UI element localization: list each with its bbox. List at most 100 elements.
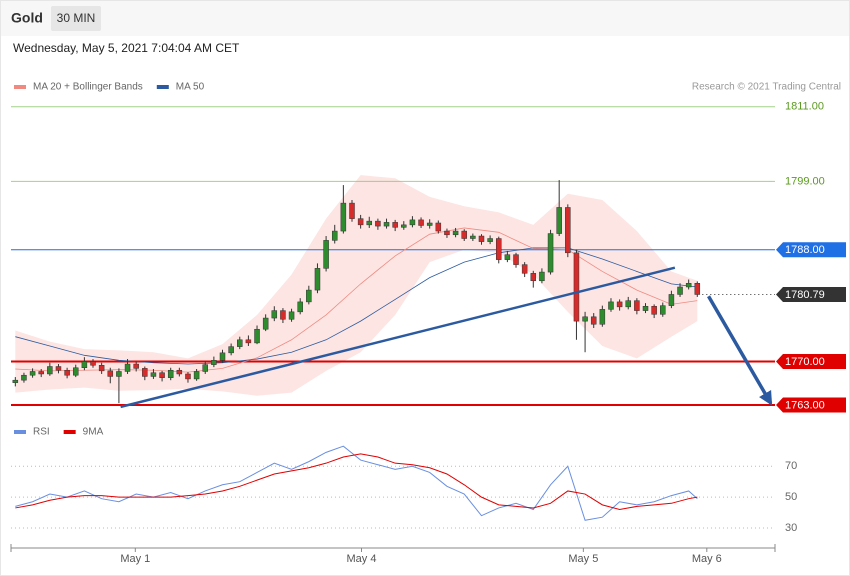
legend-label: 9MA: [83, 427, 104, 438]
candle-body: [306, 289, 312, 303]
level-label: 1788.00: [785, 244, 825, 256]
candle-body: [323, 240, 329, 269]
candle-body: [107, 370, 114, 377]
candle-body: [642, 305, 649, 311]
candle-body: [167, 369, 174, 378]
candle-body: [29, 371, 36, 376]
candle-body: [444, 230, 450, 236]
interval-badge[interactable]: [51, 6, 101, 31]
candle-body: [81, 361, 88, 369]
legend-swatch: [14, 85, 26, 89]
candle-body: [461, 230, 467, 239]
candle-body: [694, 283, 701, 295]
candle-body: [314, 268, 321, 291]
candle-body: [245, 339, 252, 344]
x-tick-label: May 1: [120, 553, 150, 565]
candle-body: [677, 286, 683, 295]
candle-body: [487, 238, 493, 242]
candle-body: [590, 316, 597, 325]
y-tick-label: 30: [785, 522, 797, 534]
header-bar: [1, 1, 849, 36]
candle-body: [599, 309, 606, 325]
candle-body: [357, 218, 364, 226]
level-label: 1811.00: [785, 101, 824, 113]
trendline: [120, 266, 676, 409]
level-label: 1763.00: [785, 399, 825, 411]
candle-body: [21, 374, 27, 381]
candle-body: [409, 219, 416, 226]
candle-body: [539, 271, 545, 282]
ma-line: [15, 247, 698, 365]
candle-body: [660, 305, 666, 315]
legend-swatch: [14, 430, 26, 434]
interval-label[interactable]: 30 MIN: [57, 11, 96, 25]
candle-body: [582, 316, 588, 322]
candle-body: [38, 371, 44, 375]
candle-body: [556, 207, 562, 234]
candle-body: [521, 264, 528, 274]
candle-body: [159, 372, 165, 378]
candle-body: [176, 369, 183, 375]
candle-body: [418, 219, 424, 226]
candle-body: [124, 363, 131, 372]
legend-swatch: [156, 85, 169, 89]
level-tag: [776, 287, 846, 302]
timestamp: Wednesday, May 5, 2021 7:04:04 AM CET: [13, 41, 240, 55]
candle-body: [401, 224, 407, 228]
candle-body: [150, 372, 157, 377]
candle-body: [331, 230, 338, 241]
legend-label: MA 20 + Bollinger Bands: [33, 82, 143, 93]
candle-body: [452, 230, 459, 236]
candle-body: [685, 283, 692, 288]
legend-label: RSI: [33, 427, 50, 438]
candle-body: [470, 235, 476, 239]
candle-body: [668, 294, 675, 306]
candle-body: [55, 366, 62, 371]
candle-body: [98, 365, 105, 372]
candle-body: [383, 222, 390, 227]
indicator-line: [15, 453, 698, 511]
candle-body: [608, 301, 614, 310]
candle-body: [12, 379, 19, 383]
indicator-line: [15, 445, 698, 521]
candle-body: [340, 202, 347, 232]
credit: Research © 2021 Trading Central: [692, 82, 841, 93]
candle-body: [435, 222, 442, 232]
level-label: 1780.79: [785, 289, 825, 301]
candle-body: [72, 367, 79, 376]
candle-body: [573, 252, 580, 322]
candle-body: [530, 273, 537, 282]
y-tick-label: 70: [785, 460, 797, 472]
y-tick-label: 50: [785, 491, 797, 503]
candle-body: [262, 317, 269, 330]
candle-body: [496, 238, 502, 260]
candle-body: [504, 254, 511, 260]
candle-body: [142, 368, 148, 377]
candle-body: [47, 366, 53, 375]
bollinger-band: [15, 175, 698, 396]
candle-body: [565, 207, 571, 254]
x-tick-label: May 5: [568, 553, 598, 565]
candle-body: [547, 233, 554, 273]
level-tag: [776, 242, 846, 258]
candle-body: [366, 220, 373, 226]
candle-body: [202, 364, 208, 372]
candle-body: [193, 371, 200, 380]
candle-body: [219, 352, 226, 361]
candle-body: [116, 371, 122, 377]
x-tick-label: May 4: [347, 553, 377, 565]
candle-body: [513, 254, 519, 265]
candle-body: [426, 222, 433, 226]
candle-body: [616, 301, 623, 308]
legend-swatch: [63, 430, 76, 434]
candle-body: [237, 339, 243, 347]
candle-body: [392, 222, 398, 228]
ma-line: [15, 227, 698, 373]
candle-body: [185, 373, 191, 380]
candle-body: [625, 300, 631, 308]
level-tag: [776, 397, 846, 413]
x-tick-label: May 6: [692, 553, 722, 565]
